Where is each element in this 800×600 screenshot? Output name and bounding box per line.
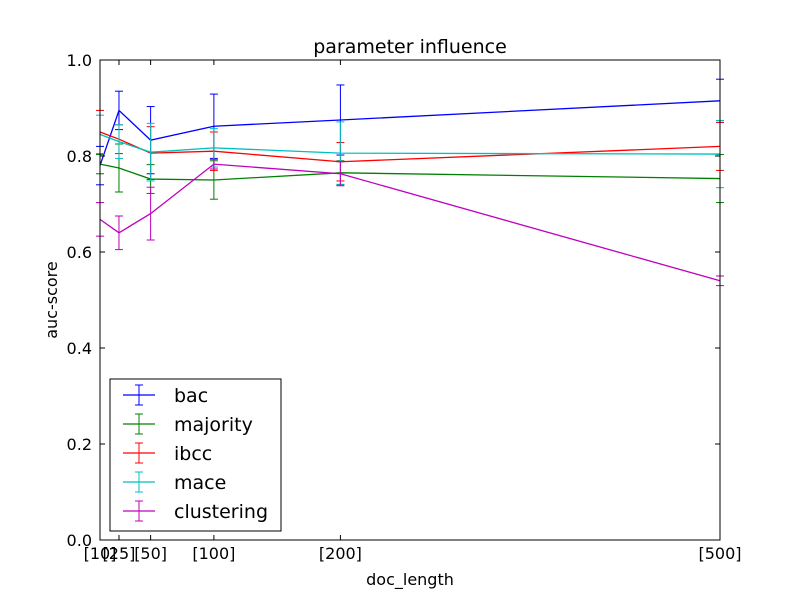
- chart-title: parameter influence: [313, 36, 507, 58]
- legend-label: mace: [174, 472, 226, 494]
- x-axis: [10][25][50] [100] [200] [500]: [84, 60, 742, 563]
- series-line-majority: [99, 163, 721, 181]
- x-tick-label: [50]: [134, 544, 167, 563]
- plot-frame: [99, 59, 721, 541]
- y-tick-label: 0.0: [67, 531, 92, 550]
- legend-label: majority: [174, 414, 253, 436]
- y-axis-label: auc-score: [42, 261, 61, 339]
- series-line-mace: [99, 133, 721, 155]
- legend: bac majority ibcc mace clustering: [109, 378, 282, 532]
- x-axis-label: doc_length: [366, 570, 454, 590]
- x-tick-label: [100]: [192, 544, 235, 563]
- legend-label: ibcc: [174, 443, 212, 465]
- legend-label: bac: [174, 385, 208, 407]
- legend-entry-ibcc: ibcc: [123, 442, 212, 465]
- y-tick-label: 0.8: [67, 147, 92, 166]
- legend-entry-bac: bac: [123, 384, 208, 407]
- series-line-clustering: [99, 163, 721, 282]
- series-line-ibcc: [99, 131, 721, 163]
- x-tick-label: [10]: [84, 544, 117, 563]
- x-tick-label: [25]: [103, 544, 136, 563]
- y-tick-label: 0.2: [67, 435, 92, 454]
- series-line-bac: [99, 100, 721, 166]
- y-tick-label: 0.4: [67, 339, 92, 358]
- series-clustering: [96, 158, 724, 287]
- series-bac: [96, 78, 724, 186]
- y-tick-label: 0.6: [67, 243, 92, 262]
- legend-entry-majority: majority: [123, 413, 253, 436]
- x-tick-label: [500]: [698, 544, 741, 563]
- plot-area: [96, 78, 724, 287]
- series-ibcc: [96, 109, 724, 182]
- legend-entry-mace: mace: [123, 471, 226, 494]
- legend-entry-clustering: clustering: [123, 500, 268, 523]
- legend-label: clustering: [174, 501, 268, 523]
- y-axis: 0.0 0.2 0.4 0.6 0.8 1.0: [67, 51, 720, 550]
- x-tick-label: [200]: [319, 544, 362, 563]
- y-tick-label: 1.0: [67, 51, 92, 70]
